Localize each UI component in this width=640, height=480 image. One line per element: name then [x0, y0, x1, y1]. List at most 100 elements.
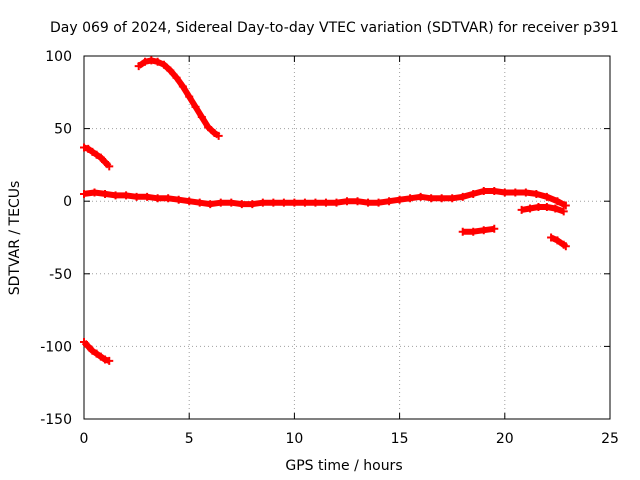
data-point-marker	[80, 189, 88, 198]
data-point-marker	[427, 194, 436, 203]
data-point-marker	[101, 355, 110, 364]
series-track-main	[80, 187, 570, 210]
data-point-marker	[521, 188, 530, 197]
data-point-marker	[553, 197, 562, 206]
y-tick-label: 50	[54, 122, 72, 138]
data-point-marker	[532, 189, 541, 198]
data-point-marker	[197, 112, 206, 121]
data-point-marker	[153, 57, 162, 66]
series-track-rising-set	[134, 56, 223, 140]
data-point-marker	[88, 147, 97, 156]
data-point-marker	[105, 356, 114, 365]
data-point-marker	[216, 198, 225, 207]
data-point-marker	[90, 188, 99, 197]
data-point-marker	[174, 195, 183, 204]
data-point-marker	[490, 187, 499, 196]
series-line	[136, 57, 221, 139]
data-point-marker	[269, 198, 278, 207]
data-point-marker	[132, 192, 141, 201]
data-point-marker	[458, 227, 467, 236]
data-point-marker	[458, 192, 467, 201]
data-point-marker	[526, 204, 535, 213]
data-point-marker	[517, 205, 526, 214]
data-point-marker	[551, 204, 560, 213]
data-point-marker	[166, 66, 175, 75]
data-point-marker	[374, 198, 383, 207]
data-point-marker	[553, 236, 562, 245]
data-point-marker	[105, 162, 114, 171]
chart-title: Day 069 of 2024, Sidereal Day-to-day VTE…	[50, 20, 619, 36]
data-point-marker	[547, 233, 556, 242]
data-point-marker	[332, 198, 341, 207]
data-point-marker	[406, 194, 415, 203]
series-track-late-end	[547, 233, 570, 251]
data-point-marker	[153, 194, 162, 203]
data-point-marker	[164, 194, 173, 203]
data-point-marker	[321, 198, 330, 207]
data-point-marker	[122, 191, 131, 200]
data-point-marker	[185, 92, 194, 101]
data-point-marker	[92, 150, 101, 159]
data-point-marker	[500, 188, 509, 197]
data-point-marker	[561, 242, 570, 251]
y-axis-label: SDTVAR / TECUs	[7, 181, 23, 296]
x-tick-label: 20	[496, 431, 514, 447]
data-point-marker	[542, 192, 551, 201]
series-track-early-lower	[80, 338, 114, 365]
data-point-marker	[385, 197, 394, 206]
data-point-marker	[147, 56, 156, 65]
data-point-marker	[290, 198, 299, 207]
data-point-marker	[559, 207, 568, 216]
data-point-marker	[143, 192, 152, 201]
data-point-marker	[92, 349, 101, 358]
data-point-marker	[204, 123, 213, 132]
data-point-marker	[395, 195, 404, 204]
data-point-marker	[134, 62, 143, 71]
plot-frame	[83, 55, 611, 420]
y-tick-label: -50	[49, 267, 72, 283]
data-point-marker	[210, 128, 219, 137]
data-point-marker	[178, 82, 187, 91]
y-tick-label: 0	[63, 194, 72, 210]
data-point-marker	[191, 102, 200, 111]
series-track-late-mid	[517, 203, 568, 216]
data-point-marker	[101, 189, 110, 198]
data-point-marker	[84, 342, 93, 351]
data-point-marker	[469, 227, 478, 236]
data-point-marker	[311, 198, 320, 207]
data-point-marker	[159, 60, 168, 69]
data-point-marker	[542, 203, 551, 212]
data-point-marker	[479, 226, 488, 235]
data-point-marker	[141, 57, 150, 66]
data-point-marker	[469, 189, 478, 198]
data-point-marker	[248, 200, 257, 209]
x-tick-label: 0	[80, 431, 89, 447]
data-point-marker	[96, 153, 105, 162]
axis-ticks: 0 5 10 15 20 25 -150 -100 -50 0 50 100	[40, 49, 619, 447]
data-point-marker	[227, 198, 236, 207]
y-tick-label: -100	[40, 339, 72, 355]
data-point-marker	[214, 131, 223, 140]
series-track-late-lower	[458, 224, 499, 236]
x-tick-label: 10	[285, 431, 303, 447]
series-track-early-upper	[80, 143, 114, 171]
data-point-marker	[237, 200, 246, 209]
x-tick-label: 5	[185, 431, 194, 447]
y-tick-label: -150	[40, 412, 72, 428]
data-point-marker	[185, 197, 194, 206]
data-point-marker	[343, 197, 351, 206]
y-tick-label: 100	[45, 49, 72, 65]
data-point-marker	[80, 143, 88, 152]
data-point-marker	[479, 187, 488, 196]
data-point-marker	[96, 352, 105, 361]
data-point-marker	[101, 157, 110, 166]
data-point-marker	[534, 203, 543, 212]
data-point-marker	[172, 73, 181, 82]
data-point-marker	[195, 198, 204, 207]
data-point-marker	[88, 346, 97, 355]
data-point-marker	[84, 144, 93, 153]
data-point-marker	[353, 197, 362, 206]
data-point-marker	[80, 338, 88, 347]
data-series	[80, 56, 570, 365]
data-point-marker	[561, 201, 570, 210]
